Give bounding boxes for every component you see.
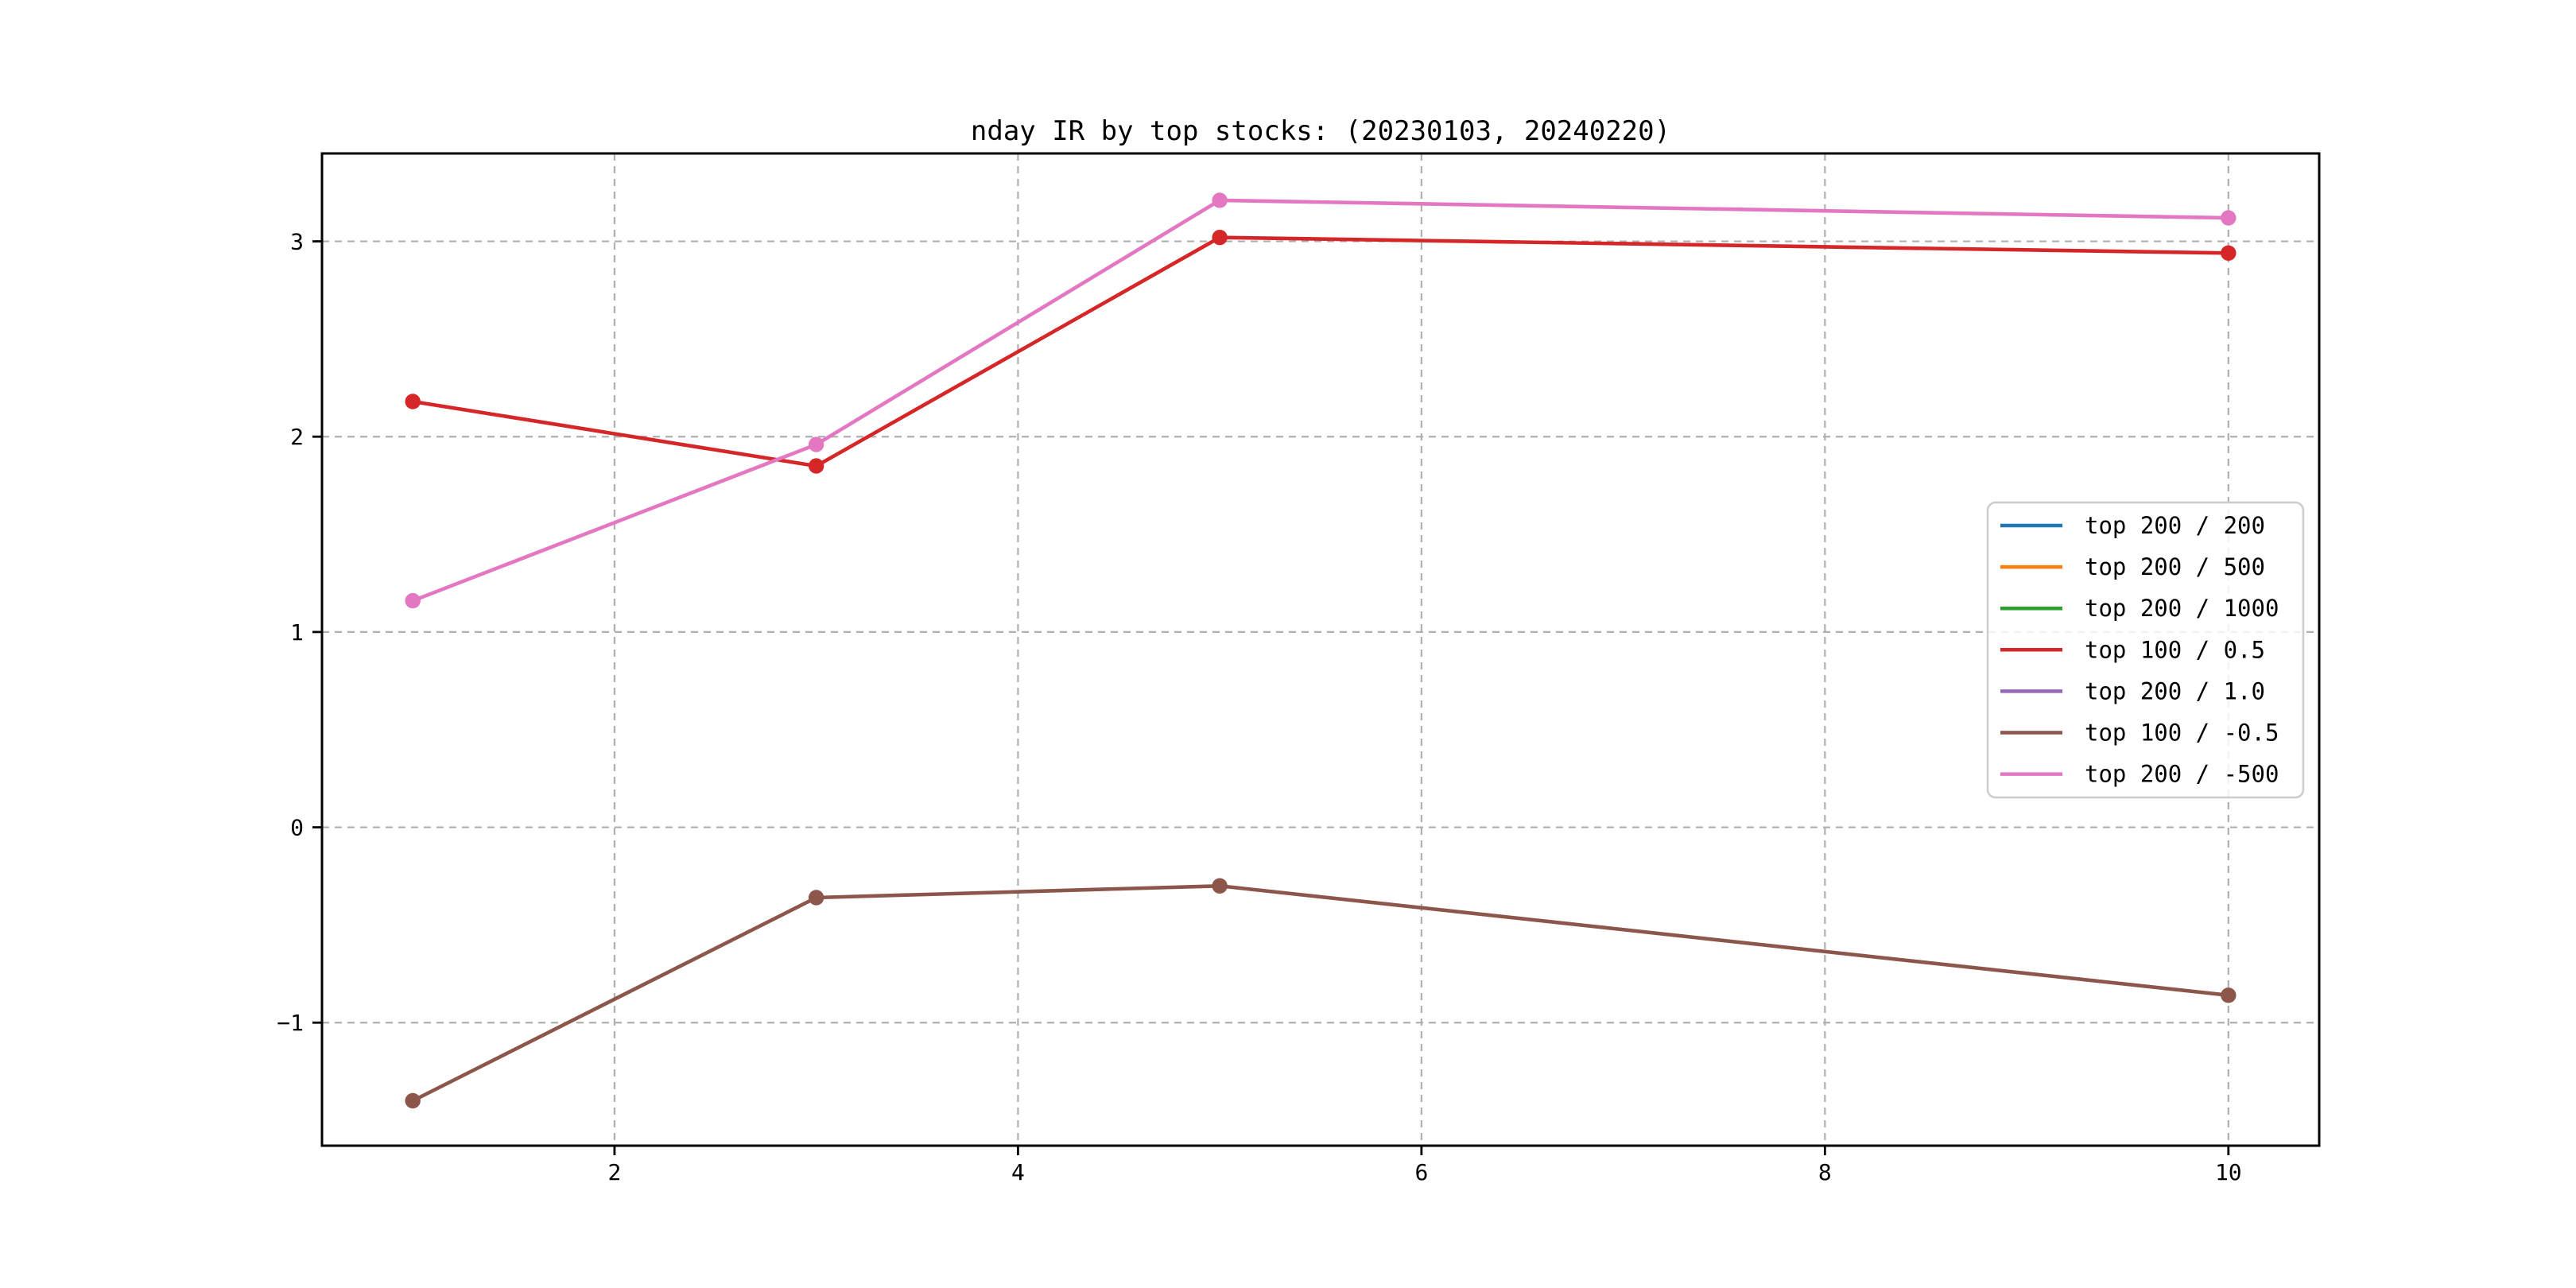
plot-border (320, 152, 2321, 1147)
legend: top 200 / 200 top 200 / 500 top 200 / 1000… (1986, 501, 2305, 799)
legend-entry-label: top 200 / 500 (2085, 553, 2265, 580)
data-point-marker (1212, 229, 1228, 246)
x-tick-label: 2 (607, 1159, 621, 1185)
y-tick-label: 1 (290, 619, 304, 646)
data-point-marker (808, 458, 824, 474)
data-point-marker (2221, 210, 2237, 226)
legend-entry-label: top 100 / -0.5 (2085, 720, 2279, 747)
x-tick-label: 8 (1818, 1159, 1832, 1185)
data-point-marker (405, 394, 421, 409)
data-point-marker (2221, 245, 2237, 261)
series-line (410, 883, 2231, 1103)
y-tick-label: 3 (290, 229, 304, 255)
series-layer (405, 192, 2237, 1109)
legend-entry-label: top 200 / 200 (2085, 512, 2265, 539)
legend-entry-label: top 100 / 0.5 (2085, 636, 2265, 663)
y-tick-label: −1 (277, 1010, 304, 1036)
series-line (410, 198, 2231, 603)
series-line (410, 235, 2231, 468)
x-tick-label: 10 (2215, 1159, 2242, 1185)
data-point-marker (808, 890, 824, 906)
data-point-marker (2221, 987, 2237, 1003)
x-tick-label: 4 (1011, 1159, 1025, 1185)
x-tick-label: 6 (1414, 1159, 1428, 1185)
chart-title: nday IR by top stocks: (20230103, 202402… (971, 115, 1670, 147)
y-tick-label: 2 (290, 424, 304, 450)
legend-box (1986, 501, 2305, 799)
data-point-marker (1212, 192, 1228, 208)
data-point-marker (808, 436, 824, 452)
data-point-marker (405, 1092, 421, 1109)
data-point-marker (405, 592, 421, 609)
legend-entry-label: top 200 / 1.0 (2085, 677, 2265, 704)
legend-entry-label: top 200 / -500 (2085, 761, 2279, 788)
legend-entry-label: top 200 / 1000 (2085, 595, 2279, 622)
y-tick-label: 0 (290, 815, 304, 841)
data-point-marker (1212, 878, 1228, 894)
